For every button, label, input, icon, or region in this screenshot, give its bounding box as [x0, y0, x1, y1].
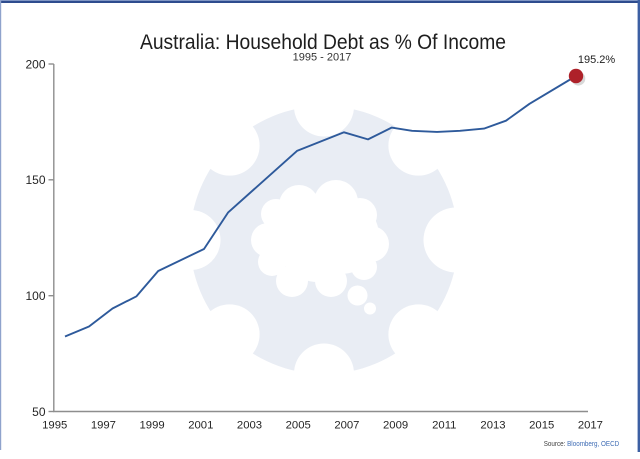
svg-text:50: 50 — [32, 405, 46, 419]
svg-text:2009: 2009 — [383, 420, 408, 432]
svg-text:2013: 2013 — [480, 420, 505, 432]
svg-text:Australia: Household Debt as %: Australia: Household Debt as % Of Income — [140, 31, 506, 54]
svg-text:1995: 1995 — [42, 420, 67, 432]
svg-text:2011: 2011 — [432, 420, 456, 432]
svg-text:100: 100 — [25, 289, 45, 303]
svg-text:150: 150 — [25, 173, 45, 187]
svg-text:1997: 1997 — [91, 420, 116, 432]
svg-text:2005: 2005 — [286, 420, 311, 432]
svg-text:200: 200 — [25, 57, 45, 71]
svg-text:2017: 2017 — [578, 420, 603, 432]
svg-text:2001: 2001 — [188, 420, 213, 432]
svg-text:1999: 1999 — [140, 420, 165, 432]
svg-text:195.2%: 195.2% — [578, 54, 616, 66]
svg-text:2015: 2015 — [529, 420, 554, 432]
svg-text:Source: Bloomberg, OECD: Source: Bloomberg, OECD — [544, 439, 620, 448]
svg-text:2007: 2007 — [334, 420, 359, 432]
svg-text:1995 - 2017: 1995 - 2017 — [293, 52, 352, 64]
svg-text:2003: 2003 — [237, 420, 262, 432]
